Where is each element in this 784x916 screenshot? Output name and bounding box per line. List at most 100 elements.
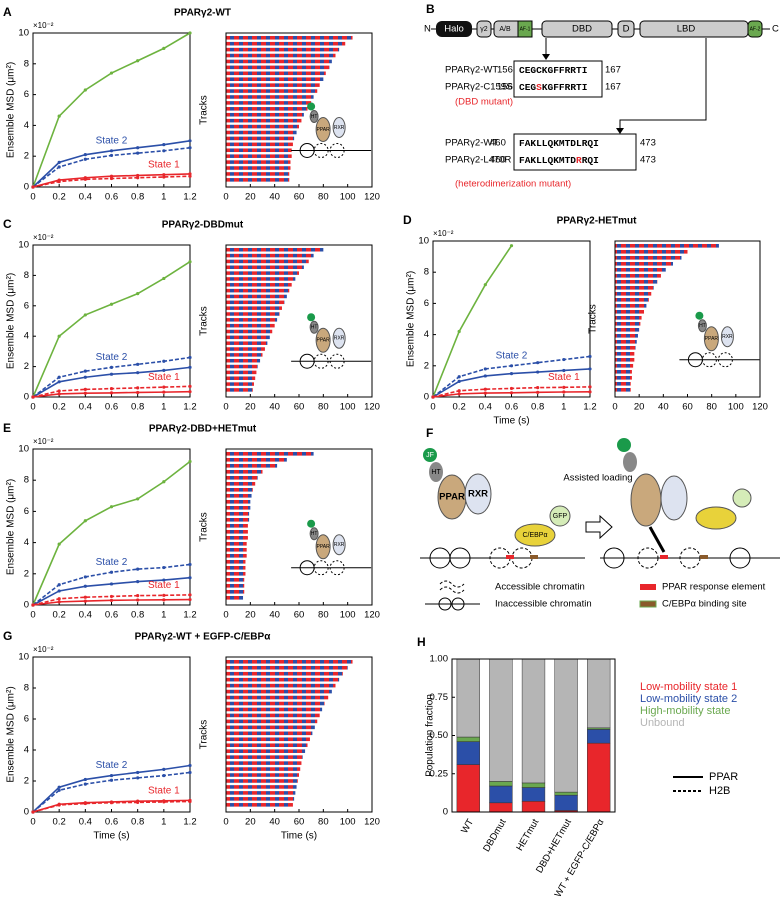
track [226,124,299,129]
track [226,329,273,334]
inset-nucleosome [313,353,329,369]
series-line [32,32,191,188]
track [226,65,330,70]
point [483,387,487,391]
row-name: PPARγ2-C159S [445,82,512,93]
series-line [32,800,191,813]
track [226,731,313,736]
domain [476,20,492,38]
track [615,304,647,308]
x-tick-label: 0.6 [105,192,118,203]
bar-segment [489,658,513,782]
af2-label: AF-2 [750,26,761,32]
inset-label: RXR [334,336,345,342]
x-tick-label: 60 [294,817,305,828]
panel-label: H [417,635,426,649]
track [226,737,310,742]
track [226,166,291,170]
y-tick-label: 4 [24,537,29,548]
x-tick-label: 100 [728,402,744,413]
track [226,767,301,771]
cebp-label: C/EBPα [522,532,547,539]
inset-protein [315,327,331,353]
y-tick-label: 1.00 [430,654,449,665]
track [226,89,318,93]
cebp-site [530,555,538,559]
chart-title: PPARγ2-DBDmut [162,220,244,231]
series-line [32,576,191,606]
row-end: 167 [605,82,621,93]
legend-nucleosome [451,597,465,611]
ppre [660,555,668,559]
inset-label: PPAR [705,336,719,342]
y-tick-label: 6 [24,714,29,725]
track [226,178,290,182]
track [226,554,247,558]
gfp [732,488,752,508]
panel-label: E [3,421,11,435]
track [226,791,296,795]
x-tick-label: 1.2 [183,610,196,621]
inset-nucleosome [701,352,717,368]
bar-segment [521,801,546,813]
af1 [517,20,533,38]
track [615,268,666,272]
track [226,536,248,540]
track [226,294,287,299]
y-axis-label: Ensemble MSD (μm²) [406,271,417,367]
legend-label: PPAR [709,771,738,783]
x-tick-label: 0.2 [53,817,66,828]
cebp [695,506,737,530]
track [226,512,250,516]
y-tick-label: 10 [18,240,29,251]
x-tick-label: 0.6 [105,610,118,621]
track [226,335,270,340]
track [226,47,340,52]
track [226,713,320,718]
track [615,298,649,302]
track [226,572,246,576]
track [226,773,299,777]
y-tick-label: 0.50 [430,730,449,741]
y-tick-label: 2 [24,151,29,162]
arrow [619,38,707,132]
track [615,328,640,332]
track [226,797,295,801]
x-tick-label: 1 [161,402,166,413]
scale-label: ×10⁻² [33,21,54,30]
x-tick-label: 0.4 [79,402,92,413]
y-tick-label: 0 [24,182,29,193]
inset-jf [307,102,316,111]
track [226,142,293,147]
track [226,107,308,111]
track [226,53,336,58]
x-tick-label: 0.8 [131,817,144,828]
bar-segment [554,794,578,811]
inset-jf [307,519,316,528]
x-tick-label: 0.8 [131,610,144,621]
track [226,288,290,293]
legend-entry: High-mobility state [640,705,730,717]
x-tick-label: 1 [161,610,166,621]
track [226,172,290,176]
track [615,262,673,266]
inset-label: PPAR [316,338,330,344]
track [615,358,635,362]
track [615,340,637,344]
gfp-label: GFP [553,513,568,520]
annotation: State 2 [96,760,128,771]
x-tick-label: HETmut [514,817,541,853]
track [226,476,258,480]
y-axis-label: Ensemble MSD (μm²) [6,686,17,782]
x-tick-label: 1.2 [183,192,196,203]
panel-f: F JF HT PPAR RXR C/EBPα GFP Assisted loa… [420,426,780,611]
arrowhead [616,128,624,134]
halo-tag [623,452,637,472]
y-tick-label: 2 [24,776,29,787]
legend-text: PPAR response element [662,582,766,593]
track [226,749,306,753]
seq-box [513,60,603,98]
track [615,382,631,386]
series-line [32,261,191,398]
x-tick-label: 0.6 [105,402,118,413]
